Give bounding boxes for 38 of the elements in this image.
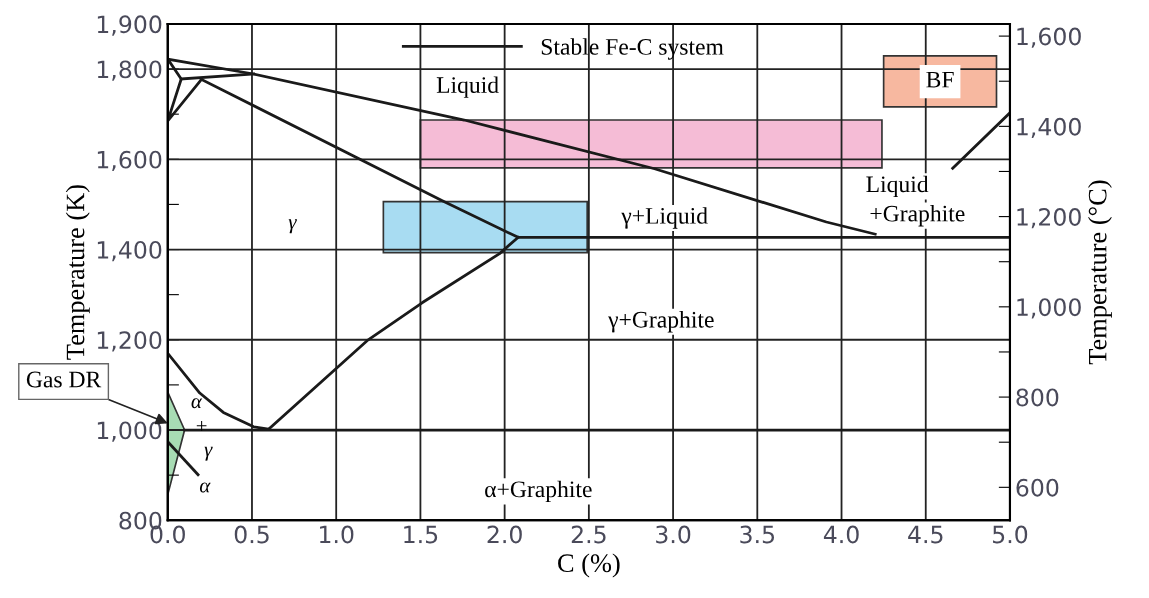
y-tick-label: 1,400 — [97, 240, 162, 262]
x-tick-label: 4.0 — [823, 525, 859, 544]
y2-tick-label: 1,400 — [1017, 117, 1081, 139]
y2-axis-title: Temperature (°C) — [1087, 180, 1112, 365]
annotation: γ+Liquid — [621, 207, 708, 229]
x-tick-label: 0.5 — [234, 525, 269, 544]
annotation: α — [199, 482, 211, 493]
x-tick-label: 1.5 — [404, 525, 438, 544]
annotation: γ — [204, 446, 213, 461]
x-tick-label: 5.0 — [993, 525, 1028, 544]
y-tick-label: 1,200 — [97, 331, 162, 352]
y2-tick-label: 1,600 — [1017, 27, 1081, 48]
annotation: α — [191, 398, 203, 409]
y-tick-label: 1,800 — [97, 60, 162, 81]
annotation: Liquid — [436, 76, 499, 98]
annotation: Liquid — [866, 175, 929, 198]
y-tick-label: 1,900 — [97, 15, 162, 36]
y2-tick-label: 800 — [1016, 388, 1059, 407]
annotation: γ+Graphite — [608, 311, 714, 333]
x-tick-label: 2.5 — [571, 525, 606, 544]
y-axis-title: Temperature (K) — [65, 185, 90, 360]
annotation: BF — [926, 71, 954, 88]
x-axis-title: C (%) — [558, 553, 620, 578]
annotation: + — [196, 421, 207, 431]
x-tick-label: 2.0 — [487, 525, 522, 544]
y2-tick-label: 1,200 — [1017, 208, 1081, 229]
x-tick-label: 3.0 — [656, 525, 691, 544]
y-tick-label: 1,600 — [97, 150, 162, 171]
y2-tick-label: 1,000 — [1017, 298, 1081, 319]
y-tick-label: 1,000 — [97, 421, 162, 442]
annotation: +Graphite — [870, 204, 965, 227]
annotation: α+Graphite — [485, 480, 592, 503]
annotation: Gas DR — [26, 371, 102, 388]
x-tick-label: 1.0 — [320, 525, 354, 544]
y2-tick-label: 600 — [1016, 478, 1059, 497]
annotation: γ — [288, 219, 297, 234]
x-tick-label: 3.5 — [740, 525, 775, 544]
x-tick-label: 4.5 — [908, 525, 943, 544]
